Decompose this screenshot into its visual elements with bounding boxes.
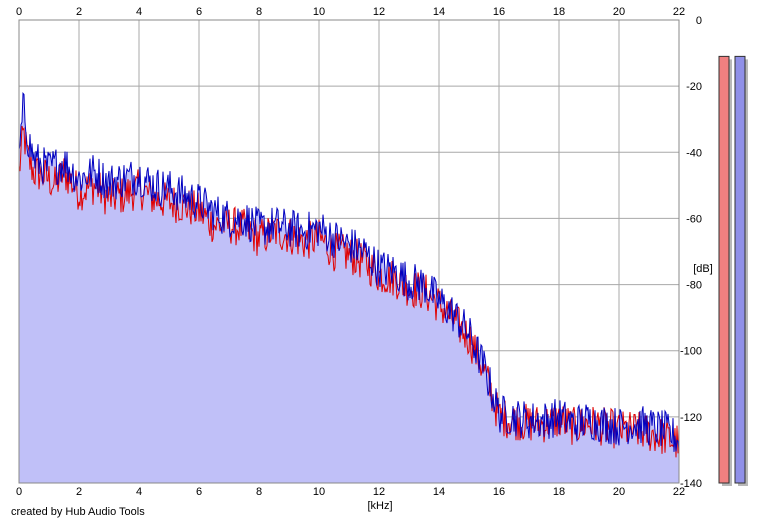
x-tick-label-top: 0 [16,6,22,18]
x-tick-label-bottom: 8 [256,486,262,498]
spectrum-fill-area [19,93,679,484]
x-tick-label-top: 16 [493,6,505,18]
y-tick-label: -120 [680,412,702,424]
x-tick-label-bottom: 0 [16,486,22,498]
x-tick-label-bottom: 22 [673,486,685,498]
y-tick-label: -60 [686,213,702,225]
x-tick-label-top: 18 [553,6,565,18]
right-level-meter [734,55,746,484]
level-meters [718,55,748,486]
x-tick-label-bottom: 4 [136,486,142,498]
x-tick-label-bottom: 2 [76,486,82,498]
y-tick-label: -40 [686,147,702,159]
x-tick-label-top: 12 [373,6,385,18]
x-tick-label-bottom: 10 [313,486,325,498]
x-axis-label: [kHz] [367,500,392,512]
y-tick-label: -100 [680,346,702,358]
credit-text: created by Hub Audio Tools [11,506,145,518]
x-tick-label-top: 22 [673,6,685,18]
y-tick-label: -140 [680,478,702,490]
right-channel-line [18,92,680,452]
plot-border [18,19,680,484]
x-tick-label-top: 6 [196,6,202,18]
x-tick-label-bottom: 18 [553,486,565,498]
x-tick-label-bottom: 6 [196,486,202,498]
x-ticks-top: 0 2 4 6 8 10 12 14 16 18 20 22 [16,6,685,18]
x-tick-label-bottom: 12 [373,486,385,498]
x-tick-label-top: 8 [256,6,262,18]
y-tick-label: -20 [686,81,702,93]
x-tick-label-top: 4 [136,6,142,18]
x-tick-label-bottom: 14 [433,486,445,498]
y-tick-label: -80 [686,280,702,292]
y-ticks-right: 0 -20 -40 -60 -80 -100 -120 -140 [680,15,702,490]
x-tick-label-bottom: 16 [493,486,505,498]
x-tick-label-top: 2 [76,6,82,18]
y-axis-label: [dB] [693,263,713,275]
y-tick-label: 0 [696,15,702,27]
left-level-meter [718,55,730,484]
x-tick-label-top: 14 [433,6,445,18]
x-tick-label-bottom: 20 [613,486,625,498]
x-tick-label-top: 20 [613,6,625,18]
x-ticks-bottom: 0 2 4 6 8 10 12 14 16 18 20 22 [16,486,685,498]
x-tick-label-top: 10 [313,6,325,18]
